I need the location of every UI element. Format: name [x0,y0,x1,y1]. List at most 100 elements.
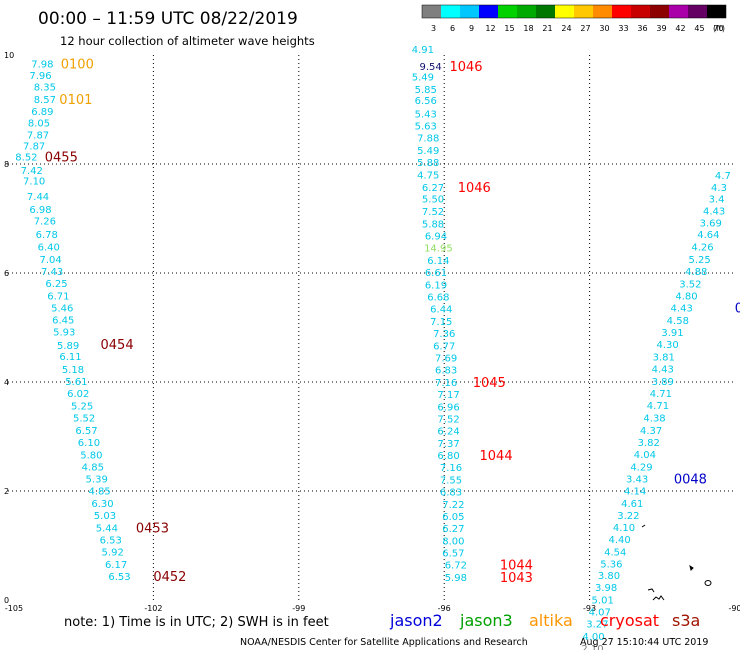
wave-height-value: 4.61 [621,499,643,510]
wave-height-value: 9.54 [419,62,441,73]
wave-height-value: 6.11 [59,352,81,363]
generated-timestamp: Aug 27 15:10:44 UTC 2019 [580,637,708,648]
legend-bin-label: 15 [504,24,514,33]
y-tick-label: 6 [4,269,9,278]
wave-height-value: 5.88 [417,158,439,169]
wave-height-value: 4.88 [685,267,707,278]
wave-height-value: 4.10 [613,523,635,534]
y-tick-label: 10 [4,51,14,60]
wave-height-value: 6.27 [442,524,464,535]
legend-swatch [498,5,517,18]
wave-height-value: 7.69 [435,353,457,364]
wave-height-value: 6.78 [36,230,58,241]
wave-height-value: 6.30 [91,499,113,510]
wave-height-value: 6.17 [105,560,127,571]
legend-bin-label: 24 [561,24,571,33]
wave-height-value: 5.46 [51,303,73,314]
wave-height-value: 6.19 [425,280,447,291]
wave-height-value: 7.43 [41,267,63,278]
pass-time-label: 1045 [473,376,506,391]
legend-swatch [574,5,593,18]
legend-swatch [707,5,726,18]
wave-height-value: 5.43 [415,109,437,120]
wave-height-value: 6.98 [29,205,51,216]
legend-swatch [441,5,460,18]
satellite-jason2: jason2 [389,611,443,630]
wave-height-value: 7.10 [23,176,45,187]
x-tick-label: -99 [292,604,305,613]
credit-line: NOAA/NESDIS Center for Satellite Applica… [240,637,528,648]
wave-height-value: 6.57 [75,426,97,437]
wave-height-value: 7.88 [417,133,439,144]
legend-swatch [688,5,707,18]
wave-height-value: 3.43 [626,474,648,485]
legend-unit: (ft) [713,24,725,33]
pass-time-label: 0455 [45,150,78,165]
wave-height-value: 4.85 [88,486,110,497]
grid-lines [8,55,735,600]
wave-height-value: 4.85 [82,462,104,473]
wave-height-value: 3.82 [638,438,660,449]
wave-height-value: 7.17 [437,390,459,401]
legend-bin-label: 42 [675,24,685,33]
wave-height-value: 4.58 [667,316,689,327]
wave-height-value: 6.89 [31,107,53,118]
wave-height-value: 8.05 [28,119,50,130]
color-legend: 3 6 9 12 15 18 21 24 27 30 33 36 39 42 45 70(ft) [421,4,727,33]
pass-time-label: 1044 [480,449,513,464]
wave-height-value: 3.52 [679,279,701,290]
island-mark [704,580,712,586]
wave-height-value: 14.95 [424,243,453,254]
satellite-cryosat: cryosat [600,611,659,630]
legend-bin-label: 9 [469,24,474,33]
pass-time-label: 1043 [500,571,533,586]
wave-height-value: 4.54 [604,547,626,558]
wave-height-value: 6.44 [430,304,452,315]
wave-height-value: 5.93 [53,327,75,338]
wave-height-value: 7.98 [31,60,53,71]
y-tick-label: 0 [4,596,9,605]
wave-height-value: 7.37 [437,439,459,450]
legend-swatch [650,5,669,18]
wave-height-value: 7.87 [27,131,49,142]
wave-height-value: 4.40 [609,535,631,546]
wave-height-value: 3.80 [598,571,620,582]
wave-height-value: 7.22 [442,500,464,511]
wave-height-value: 4.75 [417,170,439,181]
pass-time-label: 0454 [101,338,134,353]
island-mark [647,588,655,593]
wave-height-value: 7.16 [440,463,462,474]
wave-height-value: 7.44 [27,192,49,203]
legend-bin-label: 6 [450,24,455,33]
wave-height-value: 5.63 [415,121,437,132]
wave-height-value: 3.98 [595,583,617,594]
legend-bin-label: 39 [656,24,666,33]
wave-height-value: 6.68 [427,292,449,303]
wave-height-value: 7.52 [437,415,459,426]
y-tick-label: 2 [4,487,9,496]
legend-bin-label: 30 [599,24,609,33]
legend-swatch [517,5,536,18]
x-tick-label: -105 [5,604,23,613]
wave-height-value: 7.42 [21,166,43,177]
legend-bin-label: 36 [637,24,647,33]
wave-height-value: 7.16 [435,378,457,389]
pass-time-label: 0101 [59,93,92,108]
wave-height-value: 4.43 [703,206,725,217]
wave-height-value: 4.00 [582,632,604,643]
legend-bin-label: 70 [713,24,723,33]
wave-height-value: 5.25 [71,401,93,412]
wave-height-value: 6.53 [100,536,122,547]
wave-height-value: 7.36 [433,329,455,340]
pass-time-label: 004 [735,301,740,316]
x-tick-label: -102 [144,604,162,613]
satellite-s3a: s3a [672,611,700,630]
legend-bin-label: 21 [542,24,552,33]
wave-height-value: 6.53 [108,572,130,583]
legend-bin-label: 18 [523,24,533,33]
wave-height-value: 5.61 [65,377,87,388]
wave-height-value: 3.89 [652,377,674,388]
wave-height-value: 4.91 [412,45,434,56]
wave-height-value: 3.22 [617,511,639,522]
wave-height-value: 5.98 [445,573,467,584]
